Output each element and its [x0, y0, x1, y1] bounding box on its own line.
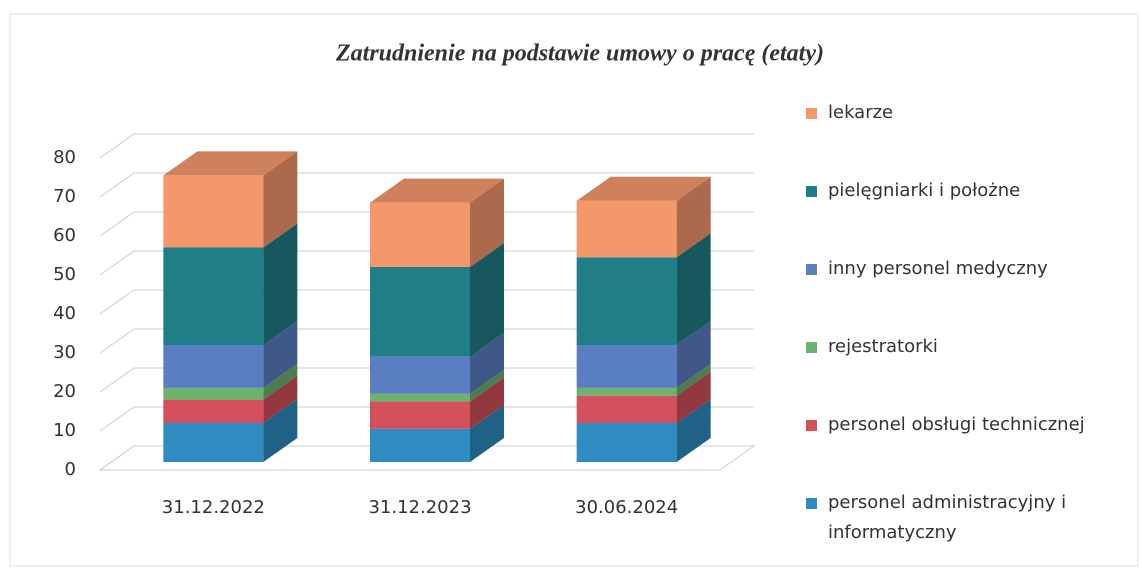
bar-side	[676, 321, 711, 388]
legend-item: rejestratorki	[806, 332, 1106, 410]
bar-side	[676, 363, 711, 396]
bar-segment	[576, 200, 677, 258]
bar-side	[470, 377, 504, 429]
legend-label: lekarze	[828, 102, 894, 123]
y-tick-label: 0	[65, 459, 76, 480]
legend: lekarze pielęgniarki i położne inny person…	[806, 98, 1106, 566]
bar-side	[470, 332, 504, 394]
bar-top	[370, 178, 504, 203]
bar-segment	[370, 428, 470, 462]
bar-segment	[370, 393, 470, 402]
grid-line	[99, 172, 754, 198]
grid-line	[99, 367, 754, 393]
chart-title: Zatrudnienie na podstawie umowy o pracę …	[335, 41, 824, 67]
bar-segment	[576, 345, 677, 388]
legend-swatch	[806, 498, 817, 509]
bar-segment	[576, 423, 677, 462]
legend-label: rejestratorki	[828, 336, 938, 357]
legend-label: pielęgniarki i położne	[828, 180, 1021, 201]
legend-swatch	[806, 342, 817, 353]
bar-segment	[576, 257, 677, 345]
grid-line	[99, 328, 754, 354]
grid-line	[99, 133, 754, 159]
legend-label: personel obsługi technicznej	[828, 414, 1085, 435]
bar-side	[263, 321, 298, 388]
x-tick-label: 31.12.2023	[368, 497, 471, 518]
bar-side	[470, 369, 504, 402]
grid-line	[99, 250, 754, 276]
y-tick-label: 40	[53, 303, 76, 324]
legend-item: personel administracyjny i informatyczny	[806, 488, 1106, 566]
bar-side	[676, 399, 711, 462]
grid-line	[99, 289, 754, 315]
bar-top	[163, 151, 298, 176]
bar-segment	[370, 401, 470, 429]
bar-segment	[370, 356, 470, 394]
bar-side	[676, 233, 711, 345]
bar-side	[676, 371, 711, 423]
y-tick-label: 60	[53, 225, 76, 246]
legend-label: personel administracyjny i informatyczny	[828, 492, 1067, 543]
legend-label: inny personel medyczny	[828, 258, 1048, 279]
bar-top	[576, 176, 711, 201]
bar-segment	[576, 395, 677, 423]
bar-segment	[163, 247, 264, 345]
y-tick-label: 10	[53, 420, 76, 441]
bar-segment	[163, 345, 264, 388]
legend-item: inny personel medyczny	[806, 254, 1106, 332]
y-tick-label: 80	[53, 147, 76, 168]
bar-side	[676, 176, 711, 258]
bar-side	[263, 399, 298, 462]
bar-segment	[370, 202, 470, 267]
bar-segment	[370, 267, 470, 357]
legend-swatch	[806, 108, 817, 119]
bar-segment	[163, 175, 264, 248]
legend-item: pielęgniarki i położne	[806, 176, 1106, 254]
bar-segment	[163, 399, 264, 423]
x-tick-label: 30.06.2024	[575, 497, 678, 518]
grid-line	[99, 211, 754, 237]
grid-line	[99, 406, 754, 432]
bar-segment	[163, 423, 264, 462]
bar-side	[263, 363, 298, 400]
y-tick-label: 20	[53, 381, 76, 402]
chart-frame	[9, 13, 1139, 567]
y-tick-label: 30	[53, 342, 76, 363]
bar-side	[263, 151, 298, 248]
y-tick-label: 50	[53, 264, 76, 285]
bar-side	[470, 178, 504, 267]
bar-segment	[576, 387, 677, 396]
bar-side	[263, 375, 298, 423]
legend-item: lekarze	[806, 98, 1106, 176]
legend-swatch	[806, 264, 817, 275]
legend-swatch	[806, 420, 817, 431]
x-tick-label: 31.12.2022	[162, 497, 265, 518]
bar-segment	[163, 387, 264, 400]
y-tick-label: 70	[53, 186, 76, 207]
bar-side	[470, 404, 504, 462]
legend-swatch	[806, 186, 817, 197]
bar-side	[470, 243, 504, 357]
grid-line	[99, 445, 754, 471]
legend-item: personel obsługi technicznej	[806, 410, 1106, 488]
bar-side	[263, 223, 298, 345]
